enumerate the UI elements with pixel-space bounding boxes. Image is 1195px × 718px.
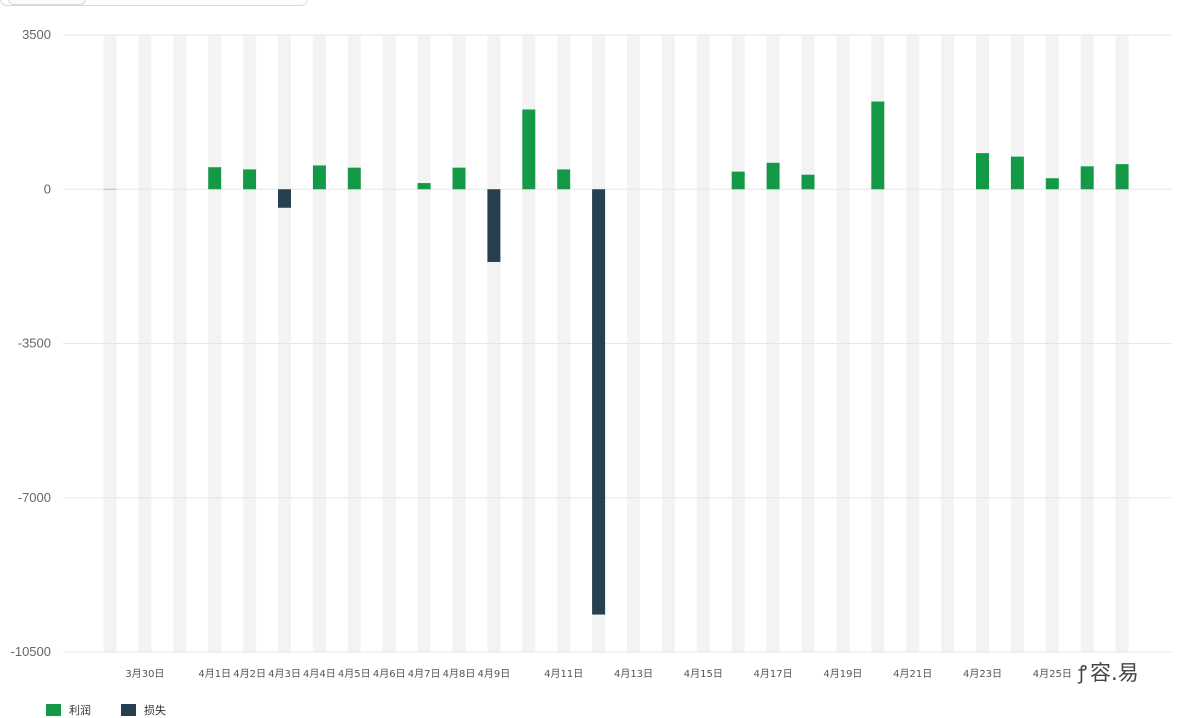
x-tick-label: 4月23日	[963, 668, 1002, 680]
bar	[1045, 178, 1059, 190]
x-tick-label: 4月2日	[233, 668, 266, 680]
bar	[1080, 166, 1094, 190]
bar	[801, 174, 815, 190]
y-tick-label: -7000	[18, 490, 51, 505]
x-tick-label: 4月13日	[614, 668, 653, 680]
legend-item-loss: 损失	[121, 702, 166, 718]
loss-swatch-icon	[121, 704, 136, 716]
bar	[976, 153, 989, 190]
y-tick-label: 3500	[22, 27, 51, 42]
x-tick-label: 4月21日	[893, 668, 932, 680]
y-axis-ticks: 3500 0 -3500 -7000 -10500	[11, 27, 51, 659]
x-tick-label: 3月30日	[125, 668, 164, 680]
x-tick-label: 4月17日	[754, 668, 793, 680]
x-tick-label: 4月5日	[338, 668, 371, 680]
bar	[766, 162, 780, 190]
legend-profit-label: 利润	[69, 704, 91, 717]
bar	[871, 101, 885, 190]
x-tick-label: 4月1日	[198, 668, 231, 680]
bar	[592, 189, 606, 615]
watermark: ꝭ 容.易	[1078, 660, 1180, 685]
profit-swatch-icon	[46, 704, 61, 716]
legend-loss-label: 损失	[144, 704, 166, 717]
x-tick-label: 4月8日	[443, 668, 476, 680]
bar	[278, 189, 291, 208]
bar	[557, 169, 571, 190]
x-tick-label: 4月19日	[823, 668, 862, 680]
logo-icon: ꝭ	[1078, 662, 1088, 684]
bar	[312, 165, 326, 190]
y-tick-label: -3500	[18, 336, 51, 351]
bar	[208, 167, 222, 190]
x-tick-label: 4月4日	[303, 668, 336, 680]
x-tick-label: 4月7日	[408, 668, 441, 680]
x-axis-ticks: 3月30日 4月1日 4月2日 4月3日 4月4日 4月5日 4月6日 4月7日 4月8日 4月9…	[125, 668, 1071, 680]
bar	[1115, 164, 1129, 190]
x-tick-label: 4月25日	[1033, 668, 1072, 680]
bar	[347, 167, 361, 190]
x-tick-label: 4月3日	[268, 668, 301, 680]
bar	[522, 109, 536, 190]
chart-bars	[103, 101, 1129, 615]
watermark-text: 容.易	[1090, 661, 1139, 685]
bar	[1010, 156, 1024, 190]
y-tick-label: -10500	[11, 644, 51, 659]
y-tick-label: 0	[44, 181, 51, 196]
chart-legend: 利润 损失	[46, 703, 166, 717]
bar	[417, 183, 431, 190]
bar	[731, 171, 745, 190]
bar	[452, 167, 466, 190]
x-tick-label: 4月6日	[373, 668, 406, 680]
chart-grid	[63, 34, 1171, 653]
x-tick-label: 4月15日	[684, 668, 723, 680]
legend-item-profit: 利润	[46, 702, 91, 718]
x-tick-label: 4月11日	[544, 668, 583, 680]
bar	[243, 169, 257, 190]
x-tick-label: 4月9日	[478, 668, 511, 680]
bar	[487, 189, 501, 262]
